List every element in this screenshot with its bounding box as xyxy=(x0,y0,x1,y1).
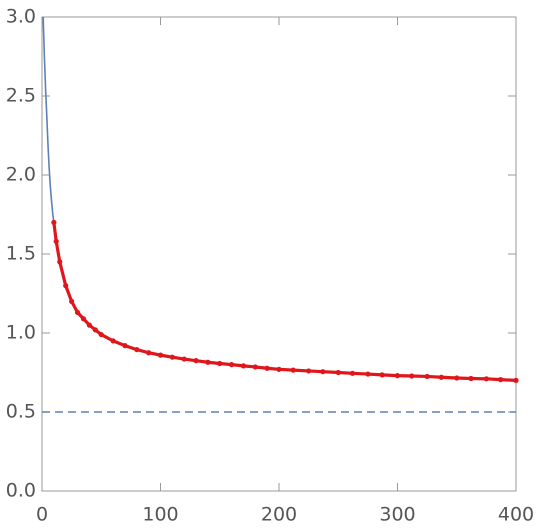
y-tick-label: 2.5 xyxy=(6,85,36,107)
y-tick-label: 1.0 xyxy=(6,322,36,344)
point-trace xyxy=(52,222,517,382)
y-tick-label: 1.5 xyxy=(6,243,36,265)
y-tick-label: 0.5 xyxy=(6,401,36,423)
y-tick-label: 0.0 xyxy=(6,480,36,502)
plot-frame xyxy=(41,16,517,492)
x-tick-label: 300 xyxy=(379,504,415,526)
x-tick-label: 200 xyxy=(261,504,297,526)
curve xyxy=(42,16,55,223)
y-tick-label: 3.0 xyxy=(6,6,36,28)
x-tick-label: 100 xyxy=(142,504,178,526)
x-tick-label: 0 xyxy=(36,504,48,526)
y-tick-label: 2.0 xyxy=(6,164,36,186)
x-tick-label: 400 xyxy=(498,504,534,526)
